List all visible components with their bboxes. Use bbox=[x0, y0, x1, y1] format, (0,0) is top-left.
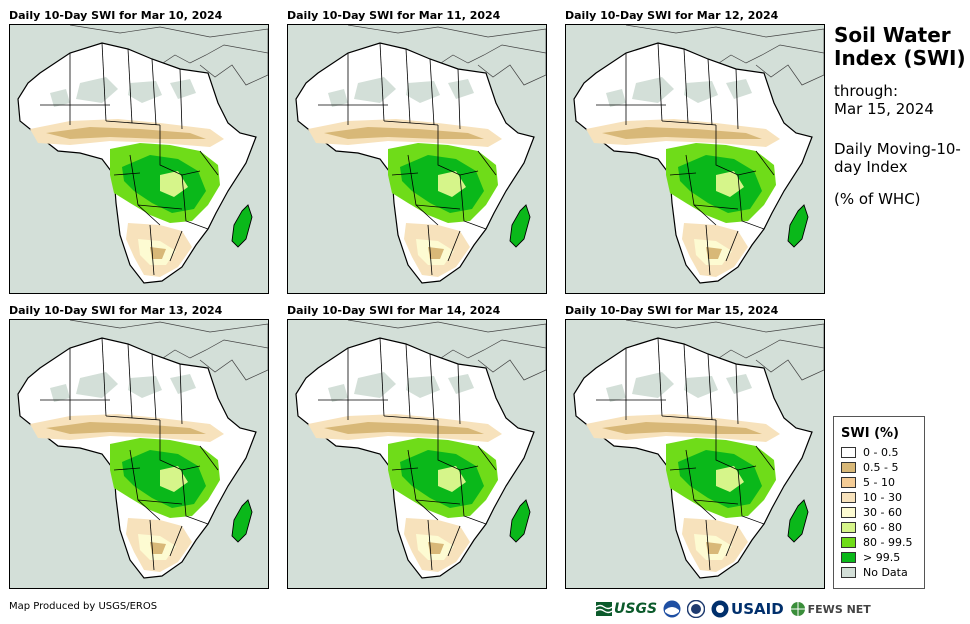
africa-swi-map bbox=[565, 24, 825, 294]
map-graphic bbox=[566, 25, 824, 293]
usgs-wave-icon bbox=[596, 602, 612, 616]
map-graphic bbox=[288, 320, 546, 588]
through-date: Mar 15, 2024 bbox=[834, 100, 934, 118]
swi-map-panel-4: Daily 10-Day SWI for Mar 13, 2024 bbox=[9, 304, 271, 589]
legend-swatch bbox=[841, 477, 856, 488]
swi-map-panel-5: Daily 10-Day SWI for Mar 14, 2024 bbox=[287, 304, 549, 589]
index-unit: (% of WHC) bbox=[834, 190, 921, 208]
africa-swi-map bbox=[287, 319, 547, 589]
usaid-seal-icon bbox=[711, 600, 729, 618]
legend-title: SWI (%) bbox=[841, 426, 899, 441]
swi-map-panel-3: Daily 10-Day SWI for Mar 12, 2024 bbox=[565, 9, 827, 294]
legend-item: 0.5 - 5 bbox=[841, 460, 924, 475]
legend-item: 30 - 60 bbox=[841, 505, 924, 520]
legend-label: 80 - 99.5 bbox=[863, 536, 913, 549]
legend-item: > 99.5 bbox=[841, 550, 924, 565]
legend-label: 60 - 80 bbox=[863, 521, 902, 534]
legend-item: 10 - 30 bbox=[841, 490, 924, 505]
legend-label: > 99.5 bbox=[863, 551, 901, 564]
panel-title: Daily 10-Day SWI for Mar 13, 2024 bbox=[9, 304, 223, 317]
swi-map-panel-1: Daily 10-Day SWI for Mar 10, 2024 bbox=[9, 9, 271, 294]
legend-swatch bbox=[841, 462, 856, 473]
panel-title: Daily 10-Day SWI for Mar 10, 2024 bbox=[9, 9, 223, 22]
through-label: through: bbox=[834, 82, 898, 100]
swi-map-panel-2: Daily 10-Day SWI for Mar 11, 2024 bbox=[287, 9, 549, 294]
africa-swi-map bbox=[565, 319, 825, 589]
globe-icon bbox=[790, 602, 805, 616]
legend-label: 10 - 30 bbox=[863, 491, 902, 504]
legend-label: 30 - 60 bbox=[863, 506, 902, 519]
legend-label: 5 - 10 bbox=[863, 476, 895, 489]
usaid-logo: USAID bbox=[711, 600, 784, 618]
legend-items: 0 - 0.5 0.5 - 5 5 - 10 10 - 30 30 - 60 60 - 8… bbox=[834, 445, 924, 580]
doi-seal-icon bbox=[687, 600, 706, 618]
map-graphic bbox=[10, 25, 268, 293]
legend-swatch bbox=[841, 552, 856, 563]
map-graphic bbox=[288, 25, 546, 293]
legend-label: 0 - 0.5 bbox=[863, 446, 899, 459]
legend-item: 80 - 99.5 bbox=[841, 535, 924, 550]
legend-swatch bbox=[841, 567, 856, 578]
noaa-icon bbox=[663, 600, 681, 618]
legend-swatch bbox=[841, 537, 856, 548]
panel-title: Daily 10-Day SWI for Mar 14, 2024 bbox=[287, 304, 501, 317]
panel-title: Daily 10-Day SWI for Mar 11, 2024 bbox=[287, 9, 501, 22]
panel-title: Daily 10-Day SWI for Mar 12, 2024 bbox=[565, 9, 779, 22]
legend-item: No Data bbox=[841, 565, 924, 580]
usaid-text: USAID bbox=[731, 600, 784, 618]
africa-swi-map bbox=[9, 319, 269, 589]
map-credit: Map Produced by USGS/EROS bbox=[9, 601, 158, 612]
index-description: Daily Moving-10-day Index bbox=[834, 140, 961, 176]
legend-item: 5 - 10 bbox=[841, 475, 924, 490]
legend-swatch bbox=[841, 522, 856, 533]
panel-title: Daily 10-Day SWI for Mar 15, 2024 bbox=[565, 304, 779, 317]
index-title: Soil Water Index (SWI) bbox=[834, 23, 966, 70]
legend-label: No Data bbox=[863, 566, 908, 579]
legend-swatch bbox=[841, 492, 856, 503]
map-graphic bbox=[10, 320, 268, 588]
map-graphic bbox=[566, 320, 824, 588]
legend-swatch bbox=[841, 447, 856, 458]
usgs-logo: USGS bbox=[596, 601, 657, 617]
legend-item: 0 - 0.5 bbox=[841, 445, 924, 460]
africa-swi-map bbox=[287, 24, 547, 294]
sidebar-info: Soil Water Index (SWI) through: Mar 15, … bbox=[834, 23, 968, 209]
fewsnet-logo: FEWS NET bbox=[790, 601, 871, 617]
legend-item: 60 - 80 bbox=[841, 520, 924, 535]
legend-label: 0.5 - 5 bbox=[863, 461, 899, 474]
africa-swi-map bbox=[9, 24, 269, 294]
swi-map-panel-6: Daily 10-Day SWI for Mar 15, 2024 bbox=[565, 304, 827, 589]
through-block: through: Mar 15, 2024 bbox=[834, 82, 968, 118]
usgs-text: USGS bbox=[614, 601, 658, 617]
fewsnet-text: FEWS NET bbox=[807, 602, 871, 616]
legend-swatch bbox=[841, 507, 856, 518]
agency-logos: USGS USAID FEWS NET bbox=[596, 598, 871, 620]
swi-legend: SWI (%) 0 - 0.5 0.5 - 5 5 - 10 10 - 30 30 - … bbox=[833, 416, 925, 589]
